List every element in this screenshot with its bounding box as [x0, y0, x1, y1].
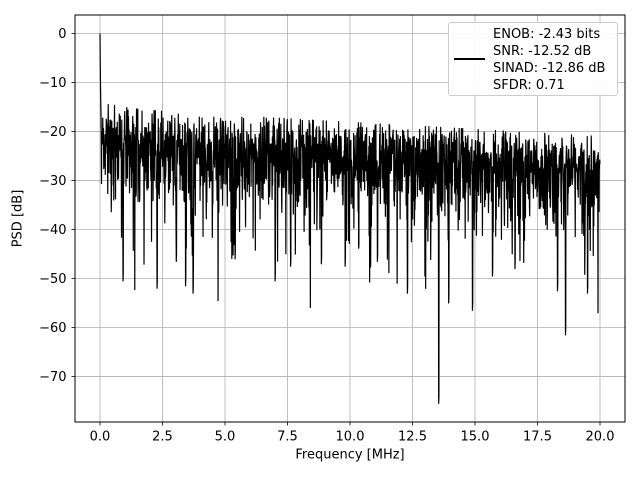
legend-entry-sfdr: SFDR: 0.71 — [493, 78, 565, 93]
y-tick-label: −50 — [39, 272, 66, 287]
legend-box: ENOB: -2.43 bits SNR: -12.52 dB SINAD: -… — [448, 22, 618, 96]
x-tick-label: 10.0 — [336, 430, 365, 445]
x-tick-label: 17.5 — [523, 430, 552, 445]
y-tick-label: 0 — [58, 27, 66, 42]
legend-line-sample — [454, 58, 485, 60]
x-tick-label: 15.0 — [461, 430, 490, 445]
legend-entry-sinad: SINAD: -12.86 dB — [493, 61, 606, 76]
y-tick-label: −70 — [39, 370, 66, 385]
ticks — [71, 33, 601, 426]
y-tick-label: −40 — [39, 223, 66, 238]
psd-trace — [99, 33, 601, 404]
y-tick-label: −60 — [39, 321, 66, 336]
tick-labels: 0.0 2.5 5.0 7.5 10.0 12.5 15.0 17.5 20.0 0 −10 −20 −… — [39, 27, 614, 444]
x-tick-label: 0.0 — [90, 430, 111, 445]
x-tick-label: 12.5 — [398, 430, 427, 445]
y-tick-label: −30 — [39, 174, 66, 189]
y-tick-label: −20 — [39, 125, 66, 140]
y-tick-label: −10 — [39, 76, 66, 91]
x-tick-label: 7.5 — [277, 430, 298, 445]
y-axis-label: PSD [dB] — [11, 190, 26, 248]
x-tick-label: 2.5 — [152, 430, 173, 445]
legend-entry-enob: ENOB: -2.43 bits — [493, 27, 601, 42]
legend-entry-snr: SNR: -12.52 dB — [493, 44, 592, 59]
legend-text-block: ENOB: -2.43 bits SNR: -12.52 dB SINAD: -… — [493, 26, 605, 94]
x-tick-label: 20.0 — [586, 430, 615, 445]
x-tick-label: 5.0 — [215, 430, 236, 445]
x-axis-label: Frequency [MHz] — [295, 448, 404, 463]
